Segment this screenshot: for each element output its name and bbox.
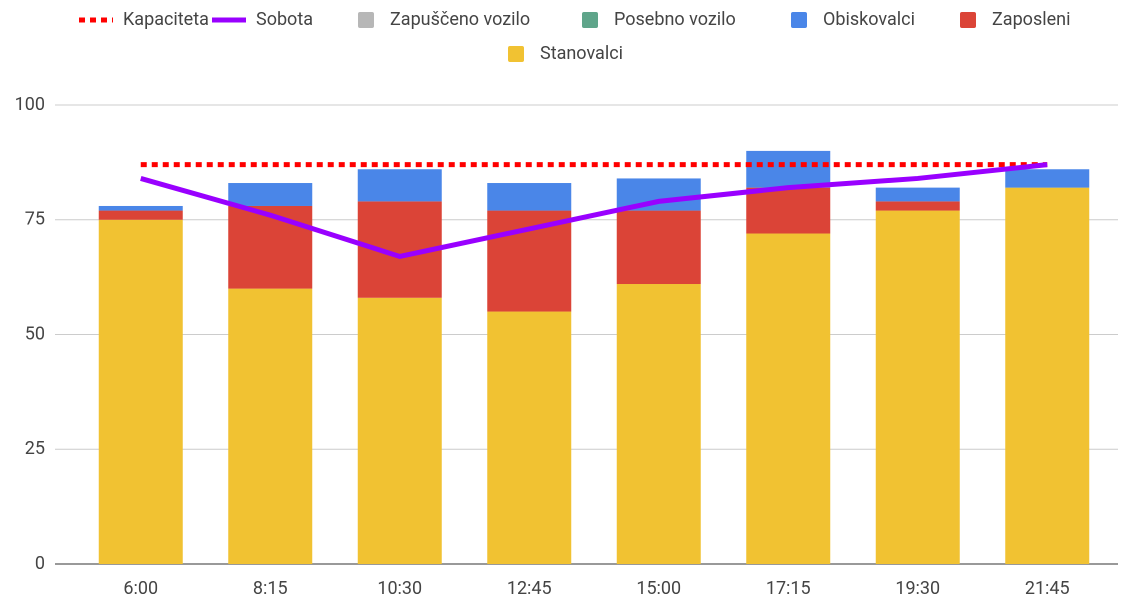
bar — [746, 187, 831, 234]
line — [140, 162, 1048, 260]
legend-label: Zapuščeno vozilo — [390, 9, 530, 30]
y-tick-label: 50 — [25, 323, 45, 344]
legend-swatch — [960, 12, 976, 28]
bar — [1005, 169, 1090, 188]
y-tick-label: 75 — [25, 209, 45, 230]
x-tick-label: 15:00 — [636, 578, 681, 599]
bar — [875, 187, 960, 202]
x-tick-label: 6:00 — [123, 578, 158, 599]
y-tick-label: 25 — [25, 438, 45, 459]
legend-swatch — [508, 46, 524, 62]
x-tick-label: 12:45 — [507, 578, 552, 599]
bar — [616, 284, 701, 564]
legend-swatch — [358, 12, 374, 28]
bar — [228, 183, 313, 206]
bar — [357, 169, 442, 202]
bar — [487, 311, 572, 564]
legend-label: Zaposleni — [992, 9, 1070, 30]
legend-label: Obiskovalci — [823, 9, 915, 30]
bar — [357, 297, 442, 564]
legend-label: Stanovalci — [540, 43, 623, 64]
bar — [875, 210, 960, 564]
bar — [487, 183, 572, 211]
bar — [746, 150, 831, 188]
legend-label: Posebno vozilo — [614, 9, 736, 30]
bar — [98, 219, 183, 564]
legend-label: Sobota — [256, 9, 313, 30]
x-tick-label: 19:30 — [895, 578, 940, 599]
bar — [228, 288, 313, 564]
bar — [228, 205, 313, 289]
bar — [98, 210, 183, 220]
x-tick-label: 21:45 — [1025, 578, 1070, 599]
x-tick-label: 10:30 — [377, 578, 422, 599]
legend-label: Kapaciteta — [123, 9, 209, 30]
legend-swatch — [582, 12, 598, 28]
bar — [875, 201, 960, 211]
y-tick-label: 100 — [15, 94, 45, 115]
bar — [746, 233, 831, 564]
legend-swatch — [791, 12, 807, 28]
y-tick-label: 0 — [35, 553, 45, 574]
bar — [1005, 187, 1090, 564]
bar — [98, 205, 183, 211]
bar — [487, 210, 572, 312]
bar — [616, 210, 701, 285]
x-tick-label: 17:15 — [766, 578, 811, 599]
x-tick-label: 8:15 — [253, 578, 288, 599]
